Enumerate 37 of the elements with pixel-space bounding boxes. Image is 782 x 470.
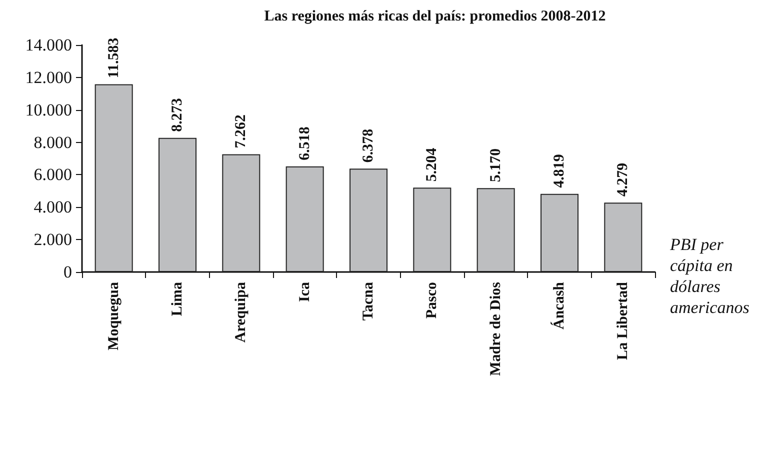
chart-title: Las regiones más ricas del país: promedios 2008-2012 — [264, 8, 606, 24]
bar — [413, 188, 452, 272]
bar — [158, 138, 196, 272]
data-label: 11.583 — [106, 38, 122, 78]
bar — [604, 202, 642, 272]
y-axis-title: PBI per cápita en dólares americanos — [669, 235, 750, 317]
y-tick-label: 8.000 — [34, 132, 72, 152]
bar — [94, 84, 133, 272]
bar — [476, 188, 515, 272]
x-tick-label: Ica — [296, 282, 313, 302]
bar — [540, 194, 578, 272]
bar — [286, 166, 324, 272]
data-label: 6.518 — [296, 126, 313, 160]
data-label: 8.273 — [170, 98, 186, 132]
y-tick-label: 2.000 — [34, 230, 72, 250]
y-tick-label: 12.000 — [25, 68, 72, 87]
data-label: 6.378 — [360, 128, 376, 163]
x-tick-label: Pasco — [424, 282, 440, 319]
data-label: 4.279 — [615, 162, 632, 197]
x-tick-label: La Libertad — [615, 281, 632, 360]
x-tick-label: Tacna — [360, 282, 376, 321]
y-tick-label: 4.000 — [34, 198, 72, 217]
x-tick-label: Madre de Dios — [488, 282, 504, 376]
x-tick-label: Áncash — [550, 281, 568, 330]
bar — [350, 168, 388, 272]
x-tick-label: Arequipa — [233, 282, 250, 343]
y-tick-label: 10.000 — [25, 100, 72, 120]
x-tick-label: Moquegua — [106, 282, 122, 350]
x-tick-label: Lima — [170, 282, 186, 316]
data-label: 7.262 — [233, 114, 250, 148]
bar — [222, 154, 260, 272]
y-tick-label: 6.000 — [34, 165, 72, 184]
data-label: 4.819 — [552, 154, 568, 188]
y-tick-label: 0 — [64, 262, 72, 282]
data-label: 5.204 — [424, 147, 440, 182]
y-tick-label: 14.000 — [25, 36, 72, 54]
data-label: 5.170 — [488, 148, 504, 182]
